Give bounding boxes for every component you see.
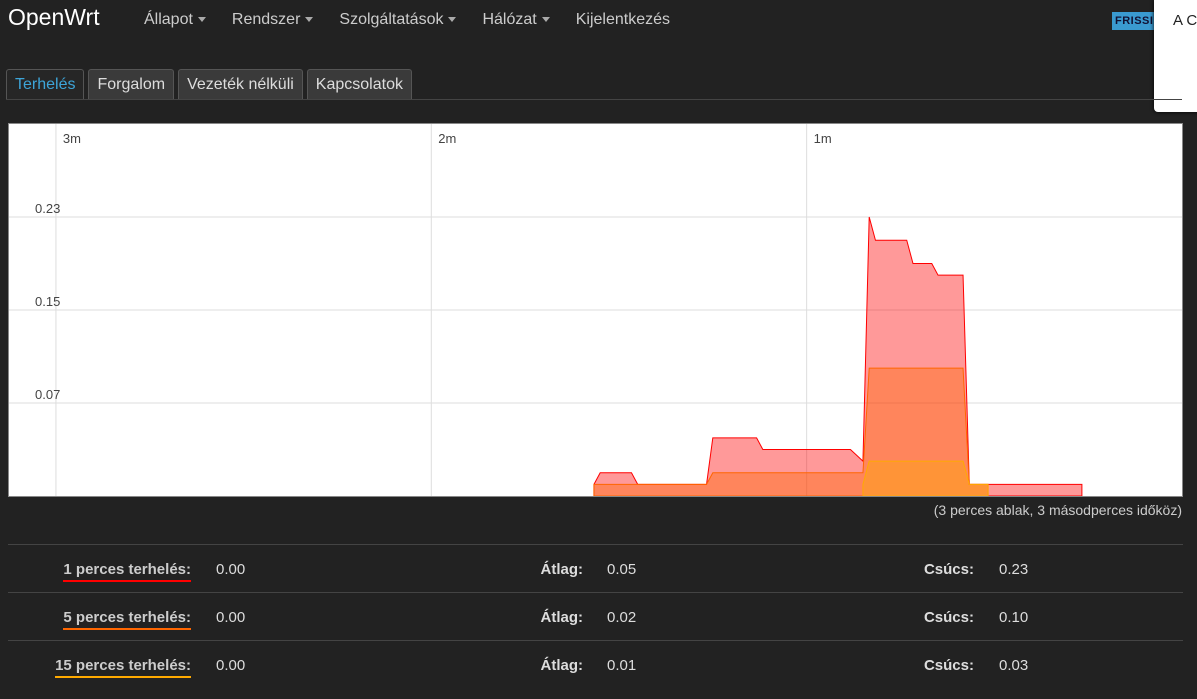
menu-item[interactable]: Kijelentkezés bbox=[575, 11, 670, 28]
tab[interactable]: Terhelés bbox=[6, 69, 85, 99]
menu-item[interactable]: Állapot bbox=[144, 11, 206, 29]
chart-caption: (3 perces ablak, 3 másodperces időköz) bbox=[933, 502, 1182, 518]
menu-item[interactable]: Hálózat bbox=[482, 11, 549, 29]
tabs: Terhelés Forgalom Vezeték nélküli Kapcso… bbox=[6, 69, 1182, 100]
peak-label: Csúcs: bbox=[923, 561, 974, 578]
brand[interactable]: OpenWrt bbox=[8, 4, 100, 30]
current-value: 0.00 bbox=[216, 561, 246, 578]
peak-label: Csúcs: bbox=[923, 609, 974, 626]
x-tick-label: 3m bbox=[63, 131, 81, 146]
avg-value: 0.02 bbox=[607, 609, 637, 626]
legend-label: 1 perces terhelés: bbox=[63, 561, 191, 582]
stats-table: 1 perces terhelés: 0.00 Átlag: 0.05 Csúcs: 0.… bbox=[8, 544, 1183, 688]
stats-row: 5 perces terhelés: 0.00 Átlag: 0.02 Csúcs: 0.… bbox=[8, 592, 1183, 640]
chart: 3m 2m 1m 0.07 0.15 0.23 bbox=[8, 123, 1183, 497]
tab[interactable]: Forgalom bbox=[88, 69, 175, 99]
peak-label: Csúcs: bbox=[923, 657, 974, 674]
x-tick-label: 2m bbox=[438, 131, 456, 146]
tab[interactable]: Kapcsolatok bbox=[306, 69, 412, 99]
current-value: 0.00 bbox=[216, 609, 246, 626]
avg-value: 0.01 bbox=[607, 657, 637, 674]
menu: Állapot Rendszer Szolgáltatások Hálózat … bbox=[144, 11, 696, 29]
stats-row: 1 perces terhelés: 0.00 Átlag: 0.05 Csúcs: 0.… bbox=[8, 544, 1183, 592]
y-tick-label: 0.23 bbox=[35, 201, 60, 216]
stats-row: 15 perces terhelés: 0.00 Átlag: 0.01 Csúcs: 0… bbox=[8, 640, 1183, 688]
avg-value: 0.05 bbox=[607, 561, 637, 578]
area bbox=[862, 460, 989, 496]
x-tick-label: 1m bbox=[814, 131, 832, 146]
popup: A C bbox=[1154, 0, 1197, 112]
popup-text: A C bbox=[1173, 12, 1197, 29]
badge[interactable]: FRISSI bbox=[1112, 12, 1156, 30]
y-tick-label: 0.15 bbox=[35, 294, 60, 309]
y-tick-label: 0.07 bbox=[35, 387, 60, 402]
legend-label: 15 perces terhelés: bbox=[55, 657, 191, 678]
tab[interactable]: Vezeték nélküli bbox=[178, 69, 303, 99]
legend-label: 5 perces terhelés: bbox=[63, 609, 191, 630]
navbar: OpenWrt Állapot Rendszer Szolgáltatások … bbox=[0, 0, 1197, 112]
current-value: 0.00 bbox=[216, 657, 246, 674]
peak-value: 0.10 bbox=[999, 609, 1029, 626]
menu-item[interactable]: Rendszer bbox=[232, 11, 313, 29]
avg-label: Átlag: bbox=[540, 561, 584, 578]
avg-label: Átlag: bbox=[540, 609, 584, 626]
area bbox=[593, 216, 1083, 496]
avg-label: Átlag: bbox=[540, 657, 584, 674]
menu-item[interactable]: Szolgáltatások bbox=[339, 11, 456, 29]
peak-value: 0.23 bbox=[999, 561, 1029, 578]
peak-value: 0.03 bbox=[999, 657, 1029, 674]
